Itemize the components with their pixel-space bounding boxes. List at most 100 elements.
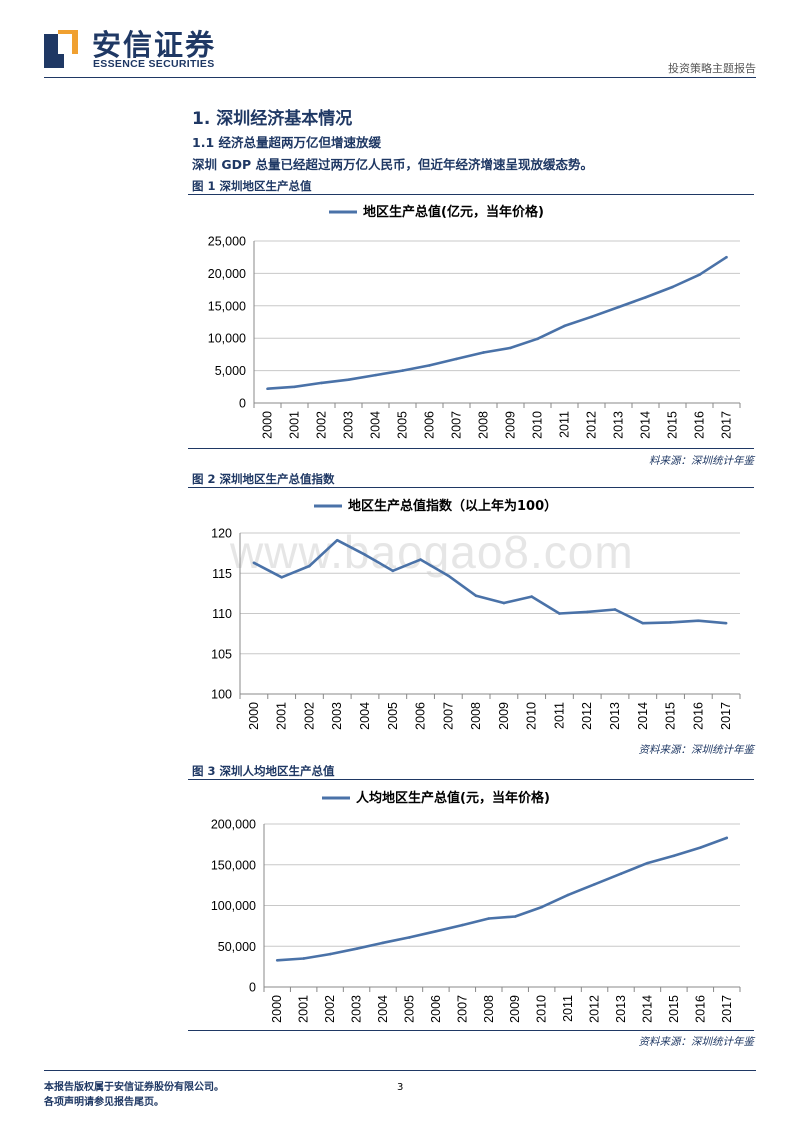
x-tick-label: 2007 bbox=[450, 411, 464, 439]
footer-disclaimer: 各项声明请参见报告尾页。 bbox=[44, 1097, 164, 1108]
data-point bbox=[308, 564, 311, 568]
series-line bbox=[277, 836, 728, 962]
gdp-line-chart: 地区生产总值(亿元，当年价格) 0 5,000 10,000 15,000 20,000 2… bbox=[208, 204, 741, 439]
data-point bbox=[513, 915, 517, 918]
chart-title: 人均地区生产总值(元，当年价格) bbox=[356, 790, 550, 806]
data-point bbox=[540, 905, 543, 909]
x-tick-label: 2007 bbox=[441, 702, 455, 730]
x-tick-label: 2002 bbox=[315, 411, 329, 439]
x-tick-label: 2012 bbox=[580, 702, 594, 730]
company-logo-icon bbox=[44, 30, 78, 68]
figure-3-source: 资料来源：深圳统计年鉴 bbox=[638, 1036, 755, 1048]
figure-3-caption: 图 3 深圳人均地区生产总值 bbox=[192, 764, 335, 778]
data-point bbox=[280, 575, 283, 579]
y-tick-label: 0 bbox=[239, 397, 246, 411]
header-divider bbox=[44, 77, 756, 78]
x-tick-label: 2001 bbox=[297, 995, 311, 1023]
y-tick-label: 5,000 bbox=[215, 364, 246, 378]
x-tick-label: 2017 bbox=[719, 702, 733, 730]
x-tick-label: 2014 bbox=[636, 702, 650, 730]
figure-2-caption: 图 2 深圳地区生产总值指数 bbox=[192, 472, 335, 486]
x-tick-label: 2017 bbox=[720, 411, 734, 439]
footer-divider bbox=[44, 1070, 756, 1071]
x-tick-label: 2006 bbox=[429, 995, 443, 1023]
x-tick-label: 2016 bbox=[691, 702, 705, 730]
figure-1-bottom-rule bbox=[188, 448, 754, 449]
data-point bbox=[558, 612, 561, 615]
data-point bbox=[698, 273, 701, 276]
x-tick-label: 2015 bbox=[667, 995, 681, 1023]
data-point bbox=[419, 558, 422, 561]
x-tick-label: 2008 bbox=[482, 995, 496, 1023]
y-tick-label: 10,000 bbox=[208, 332, 246, 346]
data-point bbox=[363, 553, 367, 557]
x-tick-label: 2005 bbox=[396, 411, 410, 439]
x-tick-label: 2009 bbox=[504, 411, 518, 439]
section-paragraph: 深圳 GDP 总量已经超过两万亿人民币，但近年经济增速呈现放缓态势。 bbox=[192, 157, 594, 172]
data-point bbox=[482, 351, 485, 354]
figure-1-source: 料来源：深圳统计年鉴 bbox=[649, 455, 754, 467]
x-tick-label: 2012 bbox=[588, 995, 602, 1023]
page-number: 3 bbox=[397, 1082, 404, 1093]
data-point bbox=[487, 917, 491, 920]
x-tick-label: 2002 bbox=[302, 702, 316, 730]
data-point bbox=[590, 315, 593, 319]
x-tick-label: 2004 bbox=[376, 995, 390, 1023]
x-tick-label: 2015 bbox=[666, 411, 680, 439]
x-tick-label: 2000 bbox=[261, 411, 275, 439]
x-tick-label: 2001 bbox=[288, 411, 302, 439]
data-point bbox=[724, 621, 728, 625]
x-tick-label: 2014 bbox=[639, 411, 653, 439]
x-tick-label: 2003 bbox=[342, 411, 356, 439]
data-point bbox=[266, 387, 269, 391]
data-point bbox=[613, 608, 617, 611]
data-point bbox=[617, 305, 620, 309]
y-tick-label: 20,000 bbox=[208, 267, 246, 281]
x-tick-label: 2000 bbox=[270, 995, 284, 1023]
data-point bbox=[585, 610, 589, 614]
x-tick-label: 2010 bbox=[535, 995, 549, 1023]
y-tick-label: 150,000 bbox=[211, 858, 256, 872]
data-point bbox=[725, 836, 729, 840]
x-tick-label: 2013 bbox=[614, 995, 628, 1023]
x-tick-label: 2011 bbox=[552, 702, 566, 729]
figure-3-top-rule bbox=[188, 779, 754, 780]
data-point bbox=[275, 958, 279, 962]
y-tick-label: 115 bbox=[212, 567, 232, 581]
y-tick-label: 0 bbox=[249, 981, 256, 995]
company-name-cn: 安信证券 bbox=[92, 28, 217, 62]
data-point bbox=[563, 324, 566, 328]
x-tick-label: 2009 bbox=[508, 995, 522, 1023]
data-point bbox=[671, 285, 674, 289]
x-tick-label: 2002 bbox=[323, 995, 337, 1023]
data-point bbox=[672, 854, 676, 858]
figure-2-chart: 地区生产总值指数（以上年为100） 100 105 110 115 120 2000 2001… bbox=[188, 489, 754, 739]
x-tick-label: 2008 bbox=[469, 702, 483, 730]
series-line bbox=[267, 256, 728, 390]
y-tick-label: 110 bbox=[212, 607, 232, 621]
x-tick-label: 2012 bbox=[585, 411, 599, 439]
data-point bbox=[335, 538, 339, 542]
data-point bbox=[408, 936, 411, 939]
data-point bbox=[374, 373, 377, 377]
data-point bbox=[474, 594, 478, 598]
x-tick-label: 2010 bbox=[525, 702, 539, 730]
chart-title: 地区生产总值(亿元，当年价格) bbox=[363, 204, 544, 220]
section-subtitle: 1.1 经济总量超两万亿但增速放缓 bbox=[192, 135, 381, 150]
x-tick-label: 2016 bbox=[693, 995, 707, 1023]
data-point bbox=[328, 952, 332, 956]
data-point bbox=[428, 364, 431, 367]
y-tick-label: 50,000 bbox=[218, 940, 256, 954]
data-point bbox=[725, 255, 728, 259]
x-tick-label: 2010 bbox=[531, 411, 545, 439]
y-tick-label: 100,000 bbox=[211, 899, 256, 913]
figure-2-top-rule bbox=[188, 487, 754, 488]
x-tick-label: 2011 bbox=[561, 995, 575, 1022]
watermark: www.baogao8.com bbox=[230, 526, 634, 578]
gdp-index-line-chart: 地区生产总值指数（以上年为100） 100 105 110 115 120 2000 2001… bbox=[211, 498, 741, 730]
data-point bbox=[697, 619, 700, 623]
x-tick-label: 2014 bbox=[640, 995, 654, 1023]
y-tick-label: 120 bbox=[211, 527, 232, 541]
x-tick-label: 2017 bbox=[720, 995, 734, 1023]
x-tick-label: 2004 bbox=[369, 411, 383, 439]
